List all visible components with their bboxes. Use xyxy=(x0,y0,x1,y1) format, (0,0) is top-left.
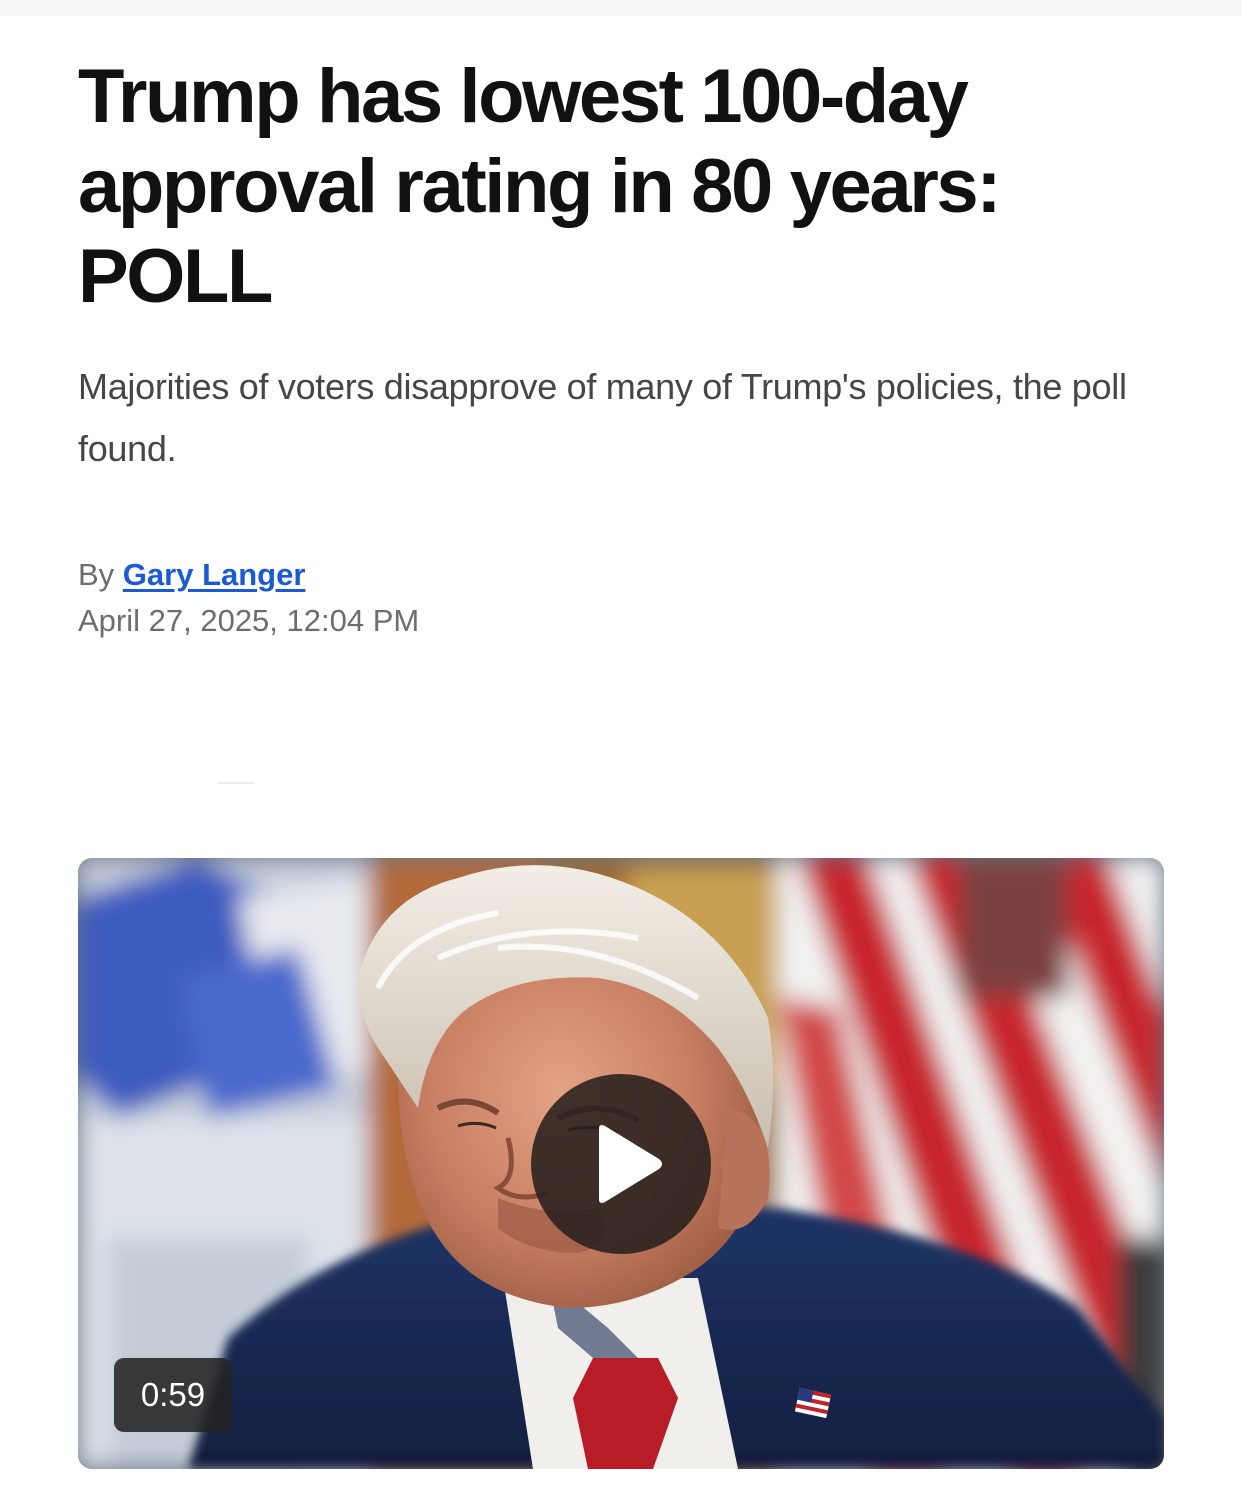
divider xyxy=(218,782,254,784)
play-icon xyxy=(599,1125,662,1203)
byline: By Gary Langer xyxy=(78,552,1164,598)
top-status-strip xyxy=(0,0,1242,16)
author-link[interactable]: Gary Langer xyxy=(122,557,306,592)
video-player[interactable]: 0:59 xyxy=(78,858,1164,1469)
article-subheadline: Majorities of voters disapprove of many … xyxy=(78,366,1127,469)
article-headline: Trump has lowest 100-day approval rating… xyxy=(78,54,1002,319)
video-thumbnail xyxy=(78,858,1164,1469)
play-button[interactable] xyxy=(531,1074,711,1254)
video-duration-badge: 0:59 xyxy=(114,1358,232,1432)
article-header: Trump has lowest 100-day approval rating… xyxy=(78,52,1164,644)
publish-timestamp: April 27, 2025, 12:04 PM xyxy=(78,603,420,638)
byline-prefix: By xyxy=(78,557,123,592)
